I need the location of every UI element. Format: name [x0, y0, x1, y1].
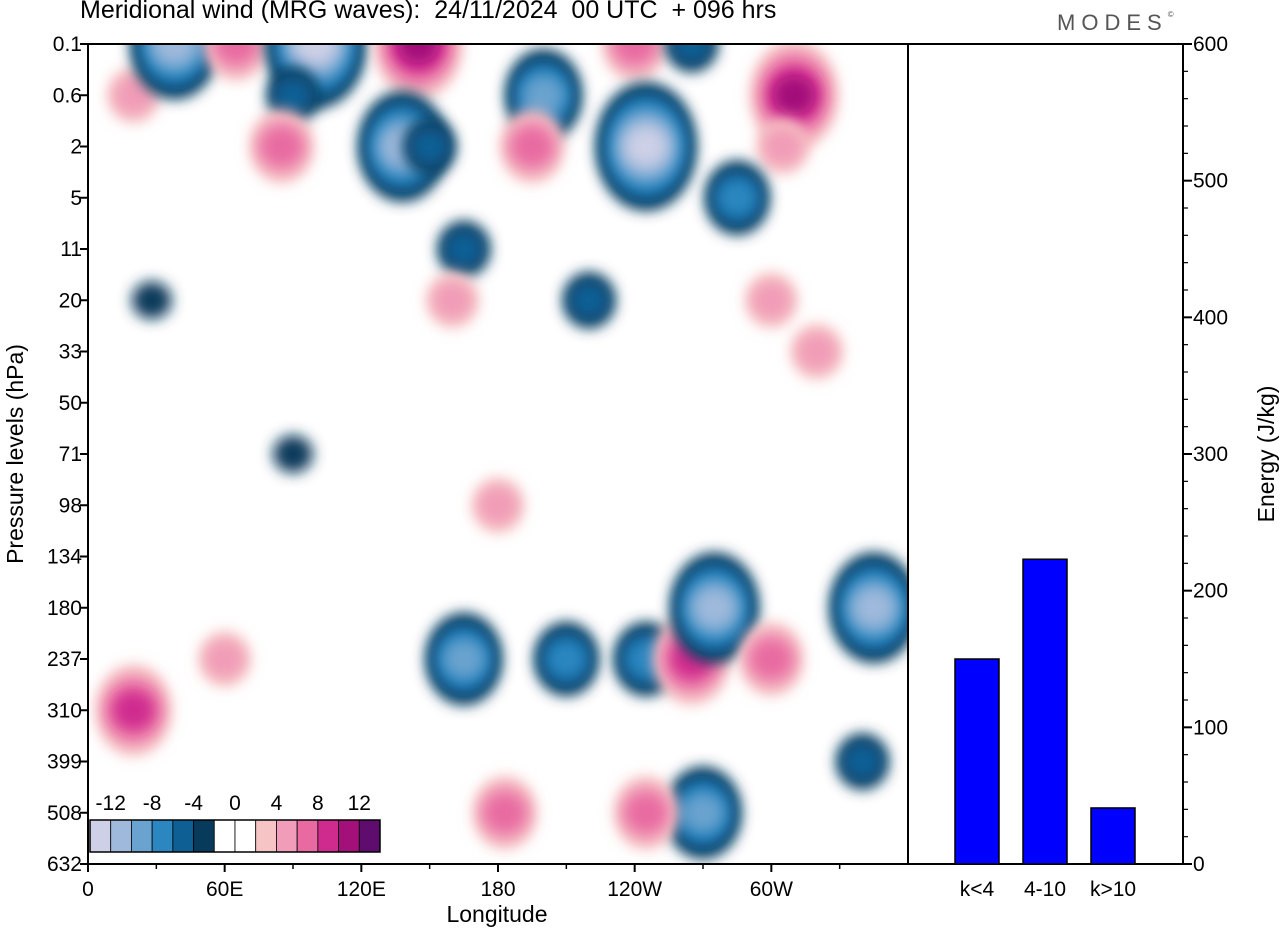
y-tick-label: 5 [70, 187, 82, 210]
heatmap-cell [751, 281, 791, 319]
colorbar-segment [235, 820, 256, 852]
colorbar-label: 8 [312, 792, 324, 815]
heatmap-cell [444, 230, 484, 268]
x-tick-label: 120W [607, 878, 662, 901]
colorbar-segment [131, 820, 152, 852]
y-tick-label: 71 [59, 443, 82, 466]
y-axis-label: Pressure levels (hPa) [2, 344, 28, 564]
x-tick-label: 180 [480, 878, 515, 901]
heatmap-cell [205, 640, 245, 678]
heatmap-cell [854, 589, 894, 627]
heatmap-cell [717, 179, 757, 217]
colorbar-segment [173, 820, 194, 852]
energy-tick-label: 300 [1193, 443, 1228, 466]
energy-axis-label: Energy (J/kg) [1253, 386, 1279, 523]
colorbar-label: -4 [184, 792, 203, 815]
colorbar-label: -8 [143, 792, 162, 815]
y-tick-label: 33 [59, 341, 82, 364]
heatmap-cell [524, 76, 564, 114]
y-tick-label: 11 [60, 238, 82, 261]
x-tick-label: 0 [82, 878, 94, 901]
bar-category-label: k>10 [1090, 878, 1136, 901]
y-tick-label: 237 [47, 648, 82, 671]
y-tick-label: 20 [59, 289, 82, 312]
colorbar-segment [90, 820, 111, 852]
y-tick-label: 98 [59, 494, 82, 517]
heatmap-cell [683, 794, 723, 832]
colorbar-segment [152, 820, 173, 852]
colorbar-segment [276, 820, 297, 852]
y-tick-label: 134 [47, 546, 82, 569]
heatmap-cell [774, 76, 814, 114]
energy-bars: k<4 4-10 k>10 [955, 559, 1136, 901]
figure: 0.1 0.6 2 5 11 20 33 50 71 98 134 180 237 310 399 508 63… [0, 0, 1280, 930]
colorbar-label: -12 [96, 792, 126, 815]
x-tick-label: 120E [337, 878, 386, 901]
heatmap-cell [444, 640, 484, 678]
colorbar-segment [359, 820, 380, 852]
energy-tick-label: 200 [1193, 580, 1228, 603]
heatmap-cell [626, 128, 666, 166]
energy-tick-label: 0 [1193, 853, 1205, 876]
heatmap-cell [512, 128, 552, 166]
x-tick-label: 60E [206, 878, 243, 901]
heatmap-cell [485, 794, 525, 832]
y-tick-label: 50 [59, 392, 82, 415]
longitude-axis: 0 60E 120E 180 120W 60W [82, 864, 840, 901]
pressure-axis: 0.1 0.6 2 5 11 20 33 50 71 98 134 180 237 310 399 508 63… [47, 33, 88, 876]
colorbar-label: 0 [229, 792, 241, 815]
heatmap-cell [694, 589, 734, 627]
y-tick-label: 0.6 [53, 84, 82, 107]
heatmap-cell [478, 486, 518, 524]
heatmap-cell [132, 281, 172, 319]
energy-tick-label: 400 [1193, 306, 1228, 329]
colorbar-segment [339, 820, 360, 852]
heatmap-cell [273, 76, 313, 114]
heatmap-cell [626, 794, 666, 832]
colorbar-segment [318, 820, 339, 852]
heatmap-cell [262, 128, 302, 166]
energy-tick-label: 100 [1193, 716, 1228, 739]
heatmap-cell [763, 128, 803, 166]
bar-category-label: 4-10 [1024, 878, 1066, 901]
y-tick-label: 508 [47, 802, 82, 825]
colorbar-segment [256, 820, 277, 852]
heatmap-cell [273, 435, 313, 473]
heatmap-cell [546, 640, 586, 678]
bar-category-label: k<4 [960, 878, 995, 901]
colorbar-label: 12 [348, 792, 371, 815]
y-tick-label: 0.1 [53, 33, 82, 56]
heatmap-cell [410, 128, 450, 166]
heatmap-cell [842, 743, 882, 781]
heatmap-cell [797, 333, 837, 371]
energy-axis: 0 100 200 300 400 500 600 [1183, 33, 1228, 876]
heatmap-cell [432, 281, 472, 319]
x-axis-label: Longitude [446, 901, 547, 927]
energy-bar [955, 659, 999, 864]
colorbar-label: 4 [271, 792, 283, 815]
colorbar-segment [214, 820, 235, 852]
energy-tick-label: 500 [1193, 170, 1228, 193]
y-tick-label: 399 [47, 751, 82, 774]
energy-bar [1091, 808, 1135, 864]
heatmap-cell [569, 281, 609, 319]
y-tick-label: 310 [47, 699, 82, 722]
y-tick-label: 2 [70, 136, 82, 159]
y-tick-label: 180 [47, 597, 82, 620]
colorbar-segment [297, 820, 318, 852]
x-tick-label: 60W [750, 878, 793, 901]
colorbar-segment [111, 820, 132, 852]
energy-tick-label: 600 [1193, 33, 1228, 56]
heatmap-cell [751, 640, 791, 678]
heatmap-cell [114, 691, 154, 729]
colorbar-segment [194, 820, 215, 852]
energy-bar [1023, 559, 1067, 864]
heatmap-field [88, 0, 918, 864]
y-tick-label: 632 [47, 853, 82, 876]
